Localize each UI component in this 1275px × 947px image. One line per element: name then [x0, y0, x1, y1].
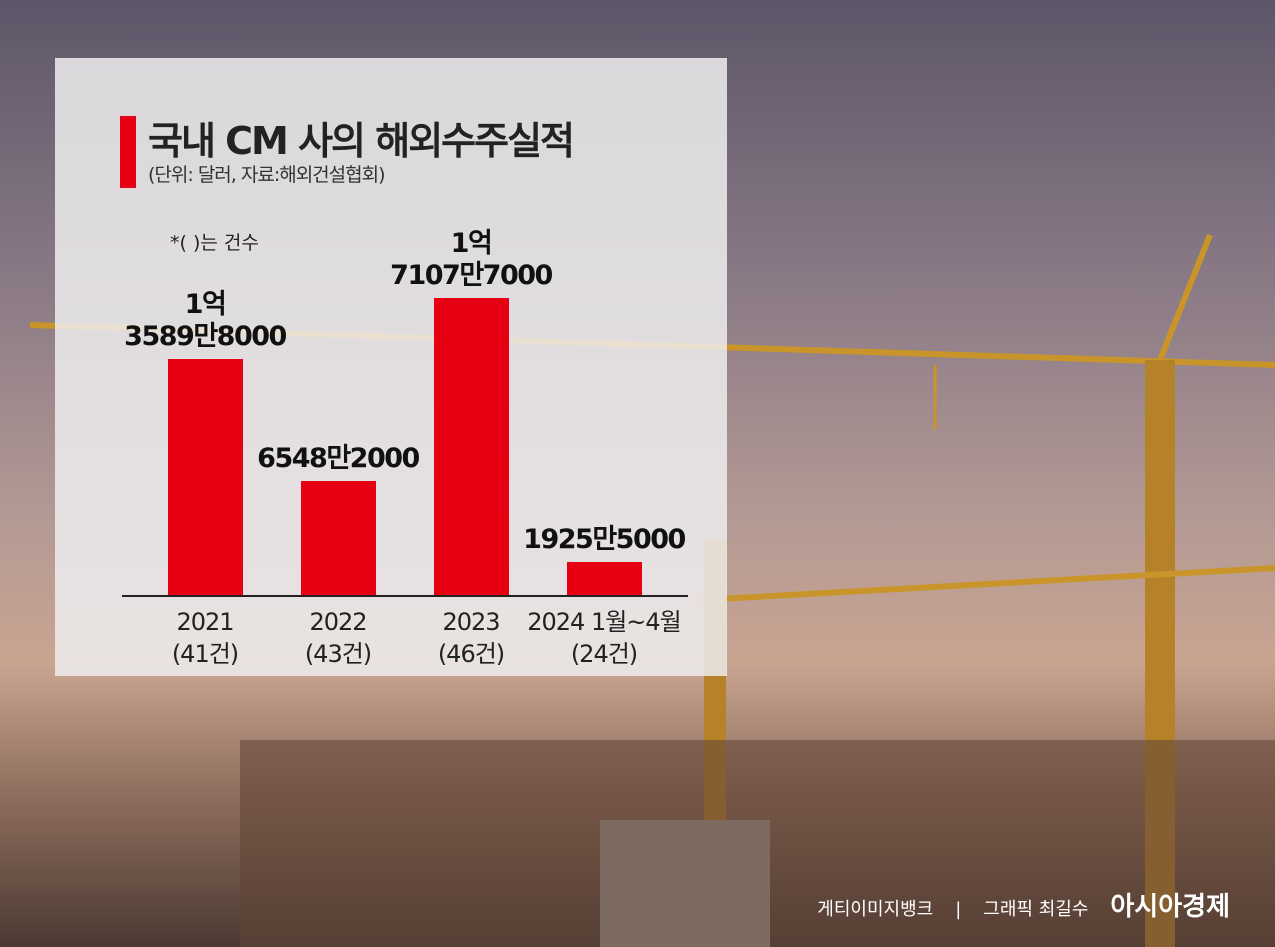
x-tick-note: (43건)	[304, 640, 372, 668]
value-label: 1억 7107만7000	[390, 228, 553, 291]
bar	[167, 359, 243, 595]
brand: 아시아경제	[1110, 892, 1230, 922]
footer: 게티이미지뱅크 | 그래픽 최길수 아시아경제	[817, 886, 1230, 923]
bar	[566, 561, 642, 595]
chart-title: 국내 CM 사의 해외수주실적	[148, 119, 575, 163]
note: *( )는 건수	[170, 232, 259, 254]
x-tick-label: 2022	[309, 608, 367, 636]
graphic-credit: 그래픽 최길수	[983, 899, 1089, 920]
bar	[433, 298, 509, 595]
title-marker	[120, 116, 136, 188]
separator: |	[955, 899, 962, 920]
value-label: 1925만5000	[523, 523, 686, 555]
bar	[300, 481, 376, 595]
x-tick-note: (46건)	[437, 640, 505, 668]
value-label: 6548만2000	[257, 443, 420, 475]
chart-subtitle: (단위: 달러, 자료:해외건설협회)	[148, 164, 386, 186]
x-tick-note: (41건)	[171, 640, 239, 668]
photo-credit: 게티이미지뱅크	[817, 899, 934, 920]
x-tick-label: 2021	[176, 608, 234, 636]
x-tick-label: 2023	[442, 608, 500, 636]
baseline	[122, 595, 688, 597]
x-tick-note: (24건)	[570, 640, 638, 668]
value-label: 1억 3589만8000	[124, 289, 287, 353]
x-tick-label: 2024 1월~4월	[527, 608, 682, 636]
